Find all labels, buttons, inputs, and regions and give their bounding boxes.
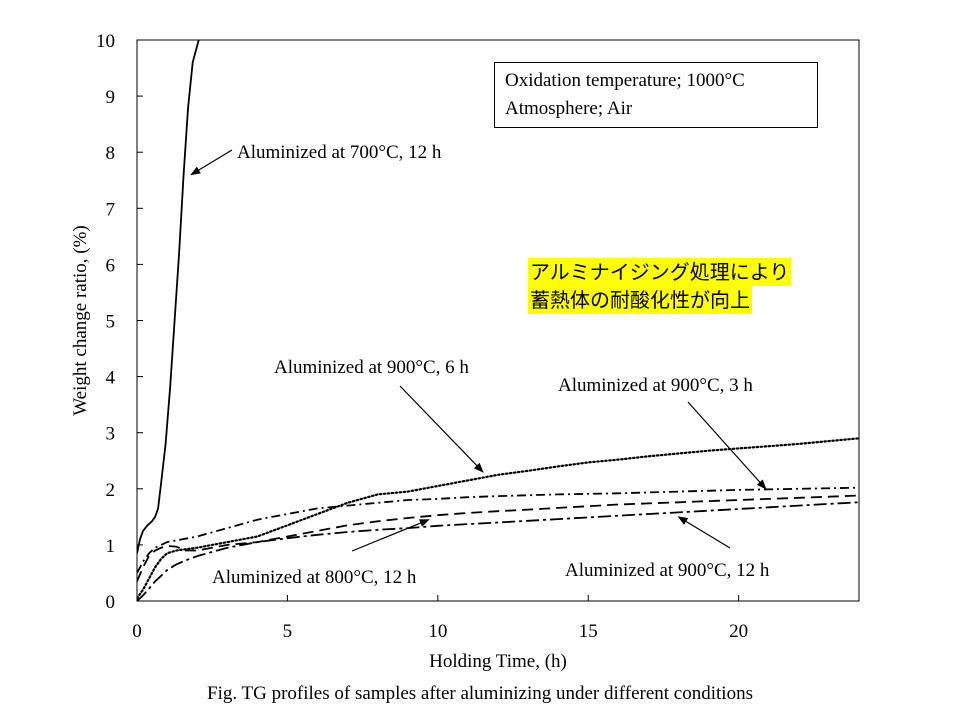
- y-tick-label-9: 9: [106, 87, 116, 108]
- y-tick-label-0: 0: [106, 592, 116, 613]
- y-tick-label-1: 1: [106, 536, 116, 557]
- y-tick-label-3: 3: [106, 424, 116, 445]
- x-tick-label-15: 15: [579, 621, 598, 642]
- series-line-2: [137, 437, 859, 600]
- x-tick-label-5: 5: [283, 621, 293, 642]
- annotation-arrow-4: [351, 519, 430, 552]
- annotation-label-3: Aluminized at 900°C, 3 h: [558, 375, 753, 396]
- series-line-1: [137, 40, 200, 554]
- annotation-arrow-3: [687, 401, 767, 490]
- series-line-3: [137, 486, 859, 574]
- annotation-arrow-5: [677, 516, 731, 549]
- annotation-label-2: Aluminized at 900°C, 6 h: [274, 357, 469, 378]
- y-tick-label-5: 5: [106, 312, 116, 333]
- japanese-note-line2: 蓄熱体の耐酸化性が向上: [528, 286, 752, 314]
- conditions-box: Oxidation temperature; 1000°C Atmosphere…: [494, 62, 818, 128]
- annotation-arrow-2: [399, 385, 484, 473]
- japanese-note-line1: アルミナイジング処理により: [528, 258, 792, 286]
- x-axis-label: Holding Time, (h): [429, 651, 567, 672]
- y-tick-label-2: 2: [106, 480, 116, 501]
- figure-caption: Fig. TG profiles of samples after alumin…: [207, 683, 753, 704]
- annotation-label-4: Aluminized at 800°C, 12 h: [212, 567, 417, 588]
- atmosphere-text: Atmosphere; Air: [505, 98, 633, 119]
- y-tick-label-8: 8: [106, 143, 116, 164]
- y-tick-label-6: 6: [106, 255, 116, 276]
- annotation-label-1: Aluminized at 700°C, 12 h: [237, 142, 442, 163]
- annotation-arrow-1: [190, 149, 233, 176]
- y-tick-label-4: 4: [106, 368, 116, 389]
- y-tick-label-10: 10: [96, 31, 115, 52]
- annotation-label-5: Aluminized at 900°C, 12 h: [565, 560, 770, 581]
- x-tick-label-20: 20: [729, 621, 748, 642]
- y-tick-label-7: 7: [106, 199, 116, 220]
- oxidation-temperature-text: Oxidation temperature; 1000°C: [505, 70, 745, 91]
- japanese-note: アルミナイジング処理により 蓄熱体の耐酸化性が向上: [528, 258, 792, 314]
- series-line-4: [137, 494, 859, 582]
- y-axis-label: Weight change ratio, (%): [70, 225, 91, 416]
- x-tick-label-10: 10: [428, 621, 447, 642]
- x-tick-label-0: 0: [132, 621, 142, 642]
